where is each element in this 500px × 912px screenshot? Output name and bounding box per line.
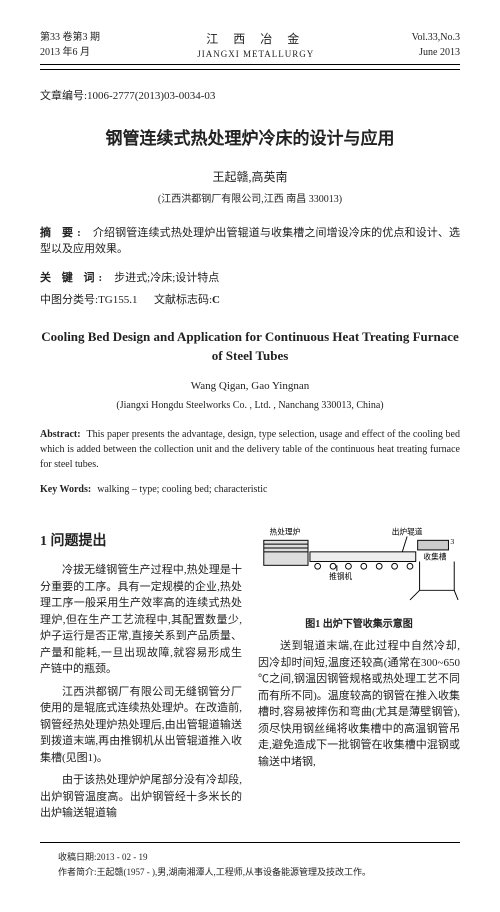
vol-issue-en: Vol.33,No.3 <box>412 30 460 45</box>
fig-label-furnace: 热处理炉 <box>270 527 301 537</box>
fig-label-bin: 收集槽 <box>423 552 446 562</box>
para-4: 送到辊道末端,在此过程中自然冷却,因冷却时间短,温度还较高(通常在300~650… <box>258 638 460 770</box>
fig-label-roller: 出炉辊道 <box>392 527 423 537</box>
journal-name-cn: 江 西 冶 金 <box>197 30 314 48</box>
doc-code-label: 文献标志码: <box>154 294 212 306</box>
abstract-cn-label: 摘 要: <box>40 227 85 239</box>
affiliation-cn: (江西洪都钢厂有限公司,江西 南昌 330013) <box>40 192 460 207</box>
date-cn: 2013 年6 月 <box>40 45 100 60</box>
column-right: 热处理炉 出炉辊道 推钢机 收集槽 3 图1 出炉下管收集示意图 送到辊道末端,… <box>258 517 460 828</box>
title-en: Cooling Bed Design and Application for C… <box>40 327 460 366</box>
abstract-en-label: Abstract: <box>40 429 81 440</box>
clc-code: TG155.1 <box>98 294 137 306</box>
date-en: June 2013 <box>412 45 460 60</box>
body-columns: 1 问题提出 冷拔无缝钢管生产过程中,热处理是十分重要的工序。具有一定规模的企业… <box>40 517 460 828</box>
abstract-cn: 摘 要:介绍钢管连续式热处理炉出管辊道与收集槽之间增设冷床的优点和设计、选型以及… <box>40 225 460 258</box>
keywords-en-label: Key Words: <box>40 484 91 495</box>
header-center: 江 西 冶 金 JIANGXI METALLURGY <box>197 30 314 62</box>
vol-issue-cn: 第33 卷第3 期 <box>40 30 100 45</box>
doc-code: C <box>212 294 220 306</box>
keywords-cn: 关 键 词: 步进式;冷床;设计特点 <box>40 270 460 287</box>
figure-1: 热处理炉 出炉辊道 推钢机 收集槽 3 图1 出炉下管收集示意图 <box>258 523 460 632</box>
header-right: Vol.33,No.3 June 2013 <box>412 30 460 62</box>
column-left: 1 问题提出 冷拔无缝钢管生产过程中,热处理是十分重要的工序。具有一定规模的企业… <box>40 517 242 828</box>
classification: 中图分类号:TG155.1 文献标志码:C <box>40 292 460 309</box>
keywords-en: Key Words: walking – type; cooling bed; c… <box>40 482 460 497</box>
keywords-cn-text: 步进式;冷床;设计特点 <box>114 272 219 284</box>
para-1: 冷拔无缝钢管生产过程中,热处理是十分重要的工序。具有一定规模的企业,热处理工序一… <box>40 562 242 678</box>
authors-cn: 王起赣,高英南 <box>40 168 460 186</box>
fig-label-num3: 3 <box>450 537 454 546</box>
abstract-en-text: This paper presents the advantage, desig… <box>40 429 460 470</box>
page-header: 第33 卷第3 期 2013 年6 月 江 西 冶 金 JIANGXI META… <box>40 30 460 65</box>
authors-en: Wang Qigan, Gao Yingnan <box>40 378 460 395</box>
header-left: 第33 卷第3 期 2013 年6 月 <box>40 30 100 62</box>
fig-label-pusher: 推钢机 <box>329 571 352 581</box>
keywords-cn-label: 关 键 词: <box>40 272 106 284</box>
clc-label: 中图分类号: <box>40 294 98 306</box>
para-2: 江西洪都钢厂有限公司无缝钢管分厂使用的是辊底式连续热处理炉。在改造前,钢管经热处… <box>40 684 242 767</box>
figure-1-svg: 热处理炉 出炉辊道 推钢机 收集槽 3 <box>258 523 460 610</box>
section-1-heading: 1 问题提出 <box>40 531 242 552</box>
title-cn: 钢管连续式热处理炉冷床的设计与应用 <box>40 126 460 152</box>
affiliation-en: (Jiangxi Hongdu Steelworks Co. , Ltd. , … <box>40 398 460 413</box>
footer: 收稿日期:2013 - 02 - 19 作者简介:王起赣(1957 - ),男,… <box>40 842 460 880</box>
journal-name-en: JIANGXI METALLURGY <box>197 48 314 62</box>
para-3: 由于该热处理炉炉尾部分没有冷却段,出炉钢管温度高。出炉钢管经十多米长的出炉输送辊… <box>40 772 242 822</box>
article-id: 文章编号:1006-2777(2013)03-0034-03 <box>40 88 460 105</box>
section-title: 问题提出 <box>51 534 107 549</box>
received-date: 收稿日期:2013 - 02 - 19 <box>40 851 460 865</box>
section-num: 1 <box>40 534 47 549</box>
figure-1-caption: 图1 出炉下管收集示意图 <box>258 617 460 632</box>
keywords-en-text: walking – type; cooling bed; characteris… <box>97 484 267 495</box>
abstract-cn-text: 介绍钢管连续式热处理炉出管辊道与收集槽之间增设冷床的优点和设计、选型以及应用效果… <box>40 227 460 256</box>
author-bio: 作者简介:王起赣(1957 - ),男,湖南湘潭人,工程师,从事设备能源管理及技… <box>40 866 460 880</box>
abstract-en: Abstract:This paper presents the advanta… <box>40 427 460 472</box>
